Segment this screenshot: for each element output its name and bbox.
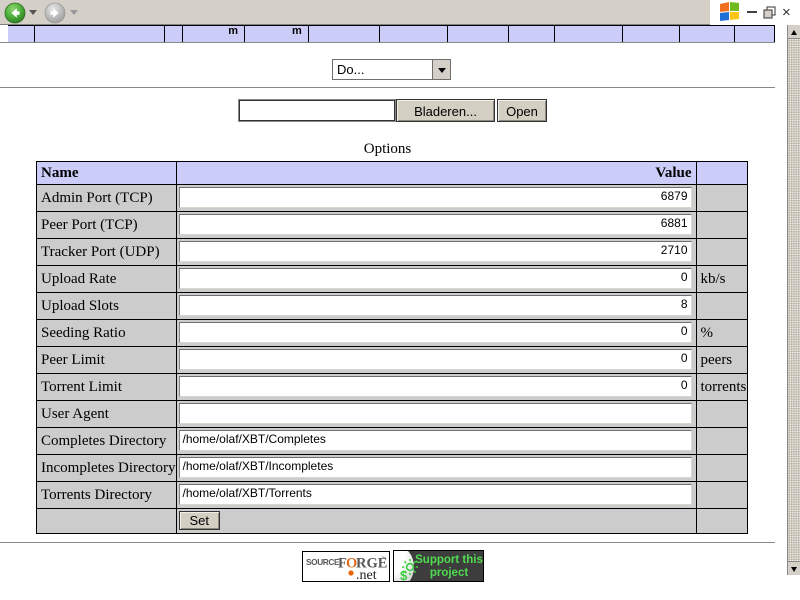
svg-text:™: ™ bbox=[381, 556, 386, 562]
svg-text:.net: .net bbox=[356, 568, 377, 582]
svg-text:SOURCE: SOURCE bbox=[306, 557, 340, 567]
